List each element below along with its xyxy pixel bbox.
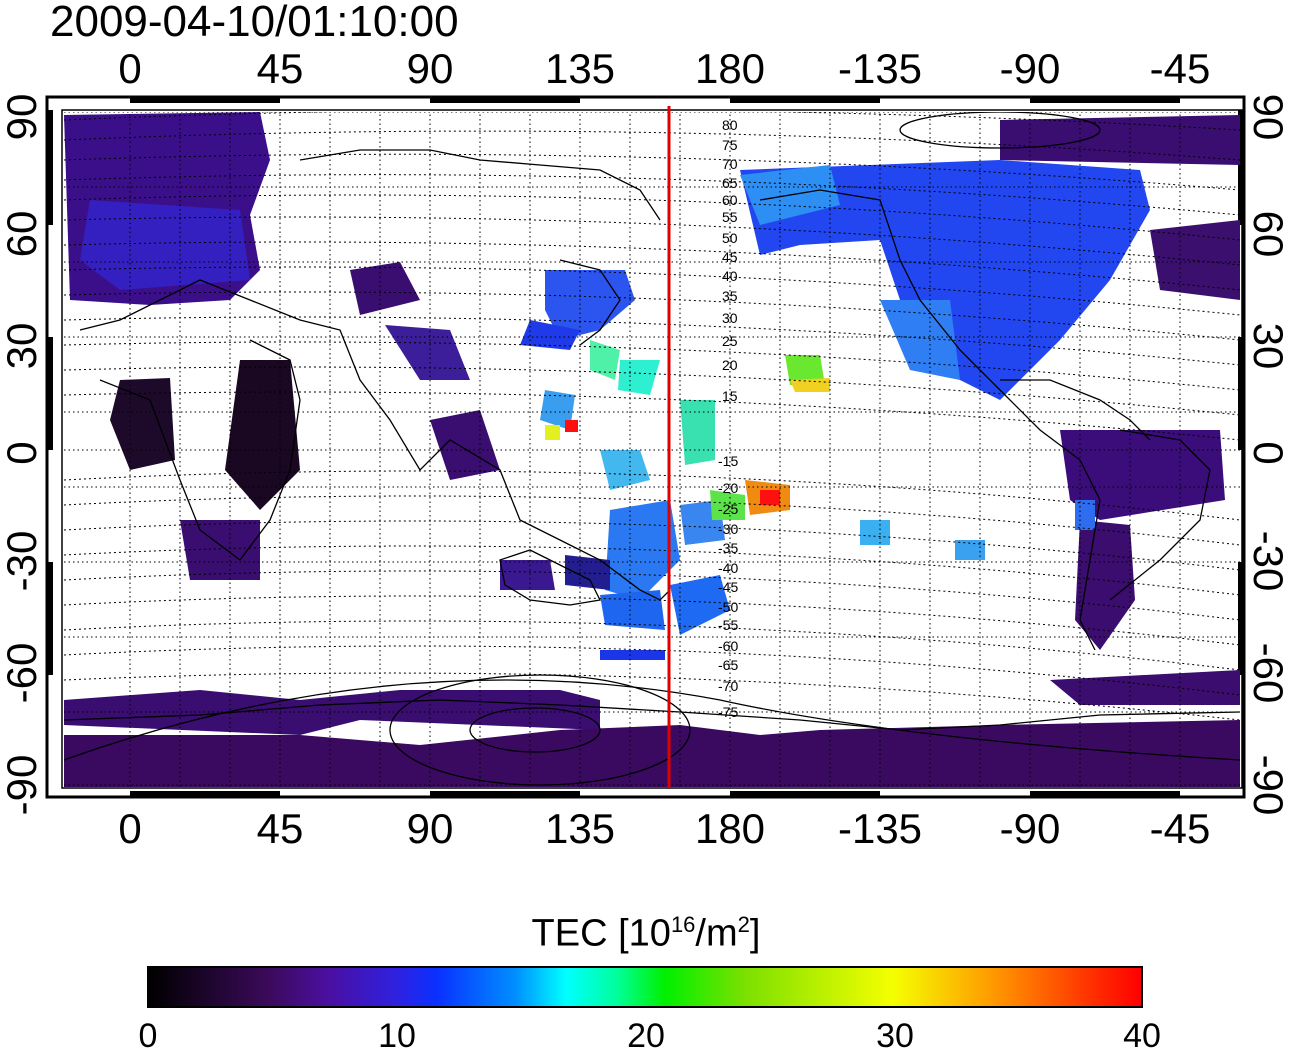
colorbar-tick-2: 20 (627, 1017, 665, 1055)
contour-label-s0: -15 (718, 453, 738, 469)
lat-lon-grid (64, 112, 1240, 787)
contour-label-s10: -65 (718, 657, 738, 673)
contour-label-s9: -60 (718, 638, 738, 654)
bottom-tick-3: 135 (544, 805, 616, 852)
tec-patches (64, 112, 1240, 787)
colorbar (147, 966, 1143, 1008)
contour-label-s1: -20 (718, 480, 738, 496)
top-tick-7: -45 (1149, 45, 1211, 92)
contour-label-s6: -45 (718, 579, 738, 595)
contour-label-s11: -70 (718, 678, 738, 694)
contour-label-n6: 50 (722, 230, 738, 246)
bottom-tick-1: 45 (256, 805, 304, 852)
contour-label-s5: -40 (718, 560, 738, 576)
bottom-tick-0: 0 (118, 805, 142, 852)
colorbar-tick-1: 10 (378, 1017, 416, 1055)
bottom-tick-2: 90 (406, 805, 454, 852)
contour-label-s7: -50 (718, 599, 738, 615)
contour-label-n10: 30 (722, 310, 738, 326)
contour-label-n2: 70 (722, 156, 738, 172)
top-tick-1: 45 (256, 45, 304, 92)
top-tick-3: 135 (544, 45, 616, 92)
top-tick-0: 0 (118, 45, 142, 92)
contour-label-n12: 20 (722, 357, 738, 373)
top-tick-4: 180 (694, 45, 766, 92)
contour-label-n5: 55 (722, 209, 738, 225)
bottom-tick-7: -45 (1149, 805, 1211, 852)
contour-label-n7: 45 (722, 249, 738, 265)
map-title: 2009-04-10/01:10:00 (50, 0, 459, 46)
contour-label-n11: 25 (722, 333, 738, 349)
contour-label-s4: -35 (718, 540, 738, 556)
tec-map: 80 75 70 65 60 55 50 45 40 35 30 25 20 1… (45, 95, 1246, 799)
top-tick-6: -90 (999, 45, 1061, 92)
contour-label-n0: 80 (722, 117, 738, 133)
colorbar-tick-4: 40 (1123, 1017, 1161, 1055)
contour-labels: 80 75 70 65 60 55 50 45 40 35 30 25 20 1… (718, 117, 738, 720)
bottom-tick-6: -90 (999, 805, 1061, 852)
contour-label-n3: 65 (722, 175, 738, 191)
contour-label-s2: -25 (718, 501, 738, 517)
bottom-tick-5: -135 (837, 805, 923, 852)
colorbar-tick-3: 30 (876, 1017, 914, 1055)
magnetic-contours-solid (64, 112, 1240, 786)
contour-label-n4: 60 (722, 192, 738, 208)
top-tick-5: -135 (837, 45, 923, 92)
contour-label-n1: 75 (722, 137, 738, 153)
contour-label-s3: -30 (718, 521, 738, 537)
frame-bars (47, 97, 1244, 797)
colorbar-tick-0: 0 (138, 1017, 158, 1055)
bottom-tick-4: 180 (694, 805, 766, 852)
contour-label-s8: -55 (718, 617, 738, 633)
contour-label-s12: -75 (718, 704, 738, 720)
contour-label-n13: 15 (722, 388, 738, 404)
contour-label-n9: 35 (722, 288, 738, 304)
colorbar-title: TEC [1016/m2] (531, 912, 761, 955)
top-tick-2: 90 (406, 45, 454, 92)
contour-label-n8: 40 (722, 268, 738, 284)
